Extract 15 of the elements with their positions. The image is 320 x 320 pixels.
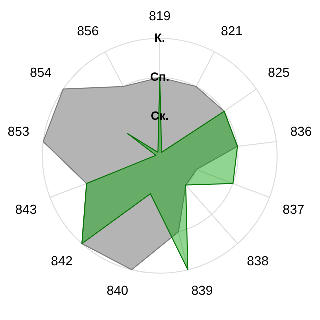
spoke-label: 825 [268, 65, 290, 80]
spoke-label: 840 [106, 282, 129, 298]
spoke-label: 839 [191, 282, 214, 298]
spoke-label: 842 [51, 254, 73, 269]
spoke-label: 856 [77, 23, 99, 38]
y-tick-label: Сп. [150, 70, 170, 84]
spoke-label: 819 [149, 8, 171, 24]
spoke-label: 837 [282, 202, 305, 217]
spoke-label: 821 [221, 23, 243, 38]
spoke-label: 838 [247, 254, 269, 269]
spoke-label: 843 [15, 202, 38, 217]
y-tick-label: К. [154, 30, 166, 45]
spoke-label: 853 [8, 124, 30, 139]
spoke-label: 854 [30, 65, 52, 80]
spoke-label: 836 [290, 124, 312, 139]
